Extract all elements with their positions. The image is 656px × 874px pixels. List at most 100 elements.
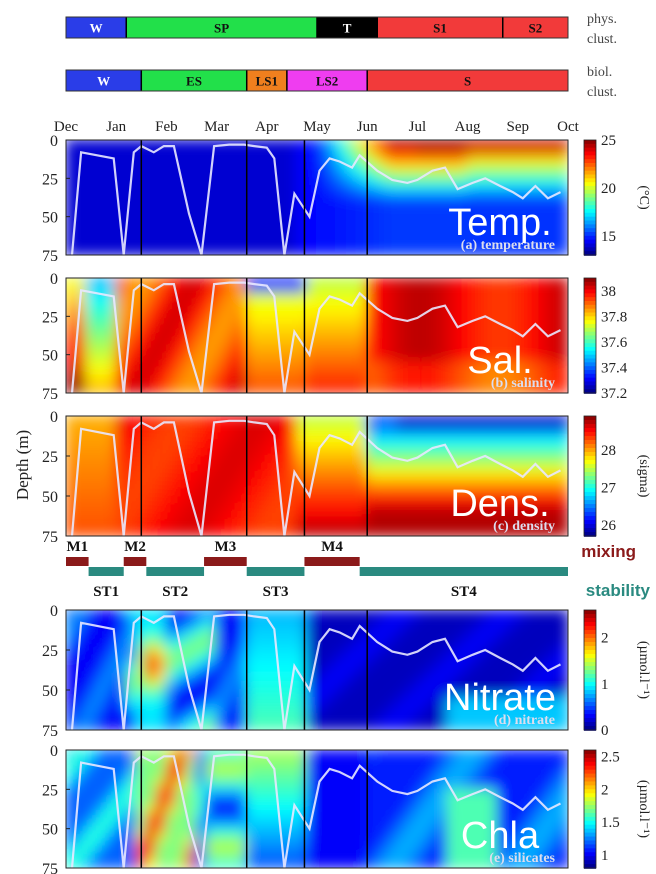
heatmap-cell [85, 487, 98, 497]
heatmap-cell [546, 625, 559, 635]
heatmap-cell [516, 527, 529, 536]
heatmap-cell [366, 154, 379, 164]
heatmap-cell [386, 284, 399, 295]
heatmap-cell [66, 705, 78, 715]
heatmap-cell [125, 140, 138, 149]
heatmap-cell [346, 681, 359, 691]
heatmap-cell [426, 200, 439, 210]
heatmap-cell [225, 169, 238, 180]
heatmap-cell [546, 851, 559, 862]
heatmap-cell [255, 353, 268, 364]
heatmap-cell [516, 479, 529, 489]
heatmap-cell [305, 154, 318, 164]
heatmap-cell [205, 353, 218, 364]
depth-tick-label: 0 [50, 133, 58, 150]
heatmap-cell [506, 292, 519, 302]
heatmap-cell [516, 376, 529, 387]
heatmap-cell [316, 519, 329, 529]
heatmap-cell [356, 361, 369, 371]
heatmap-cell [275, 284, 288, 295]
heatmap-cell [316, 851, 329, 862]
heatmap-cell [496, 353, 509, 364]
heatmap-cell [526, 315, 539, 325]
heatmap-cell [436, 772, 449, 783]
heatmap-cell [316, 819, 329, 830]
heatmap-cell [265, 495, 278, 505]
heatmap-cell [416, 689, 429, 699]
heatmap-cell [175, 369, 188, 379]
heatmap-cell [326, 177, 339, 187]
heatmap-cell [556, 511, 568, 521]
heatmap-cell [326, 511, 339, 521]
heatmap-cell [145, 819, 158, 830]
heatmap-cell [145, 519, 158, 529]
heatmap-cell [115, 859, 128, 868]
heatmap-cell [476, 284, 489, 295]
heatmap-cell [235, 146, 248, 157]
heatmap-cell [105, 487, 118, 497]
heatmap-cell [305, 610, 318, 619]
heatmap-cell [95, 819, 108, 830]
heatmap-cell [275, 772, 288, 783]
panel-caption: (a) temperature [461, 238, 555, 253]
heatmap-cell [245, 353, 258, 364]
colorbar-segment [584, 793, 596, 798]
heatmap-cell [155, 384, 168, 393]
heatmap-cell [446, 447, 459, 457]
heatmap-cell [235, 231, 248, 241]
heatmap-cell [356, 495, 369, 505]
heatmap-cell [396, 361, 409, 371]
heatmap-cell [476, 384, 489, 393]
heatmap-cell [556, 764, 568, 775]
heatmap-cell [66, 346, 78, 356]
heatmap-cell [115, 463, 128, 473]
heatmap-cell [105, 796, 118, 807]
heatmap-cell [305, 519, 318, 529]
heatmap-cell [346, 804, 359, 814]
heatmap-cell [366, 431, 379, 441]
heatmap-cell [456, 721, 469, 730]
heatmap-cell [245, 315, 258, 325]
heatmap-cell [416, 162, 429, 172]
cluster-bar-frame [65, 16, 569, 39]
heatmap-cell [436, 307, 449, 318]
colorbar-segment [584, 852, 596, 857]
heatmap-cell [406, 423, 419, 433]
heatmap-cell [85, 278, 98, 287]
heatmap-cell [195, 641, 208, 651]
heatmap-cell [436, 146, 449, 157]
heatmap-cell [316, 617, 329, 627]
heatmap-cell [75, 323, 88, 333]
cluster-segment-t [317, 17, 378, 38]
heatmap-cell [205, 819, 218, 830]
heatmap-cell [366, 479, 379, 489]
heatmap-cell [125, 750, 138, 759]
heatmap-cell [556, 431, 568, 441]
heatmap-cell [195, 843, 208, 854]
heatmap-cell [366, 330, 379, 341]
heatmap-cell [195, 625, 208, 635]
heatmap-cell [496, 215, 509, 226]
heatmap-cell [295, 284, 308, 295]
heatmap-cell [416, 208, 429, 218]
heatmap-cell [215, 851, 228, 862]
heatmap-cell [285, 154, 298, 164]
heatmap-cell [466, 140, 479, 149]
heatmap-cell [225, 796, 238, 807]
heatmap-cell [85, 641, 98, 651]
heatmap-cell [466, 625, 479, 635]
heatmap-cell [426, 447, 439, 457]
heatmap-cell [295, 177, 308, 187]
heatmap-cell [265, 843, 278, 854]
heatmap-cell [336, 713, 349, 723]
heatmap-cell [496, 641, 509, 651]
heatmap-cell [115, 617, 128, 627]
heatmap-cell [305, 162, 318, 172]
heatmap-cell [346, 185, 359, 195]
colorbar-tick-label: 37.8 [601, 309, 627, 325]
heatmap-cell [295, 750, 308, 759]
heatmap-cell [396, 185, 409, 195]
heatmap-cell [285, 140, 298, 149]
heatmap-cell [336, 439, 349, 449]
heatmap-cell [275, 447, 288, 457]
